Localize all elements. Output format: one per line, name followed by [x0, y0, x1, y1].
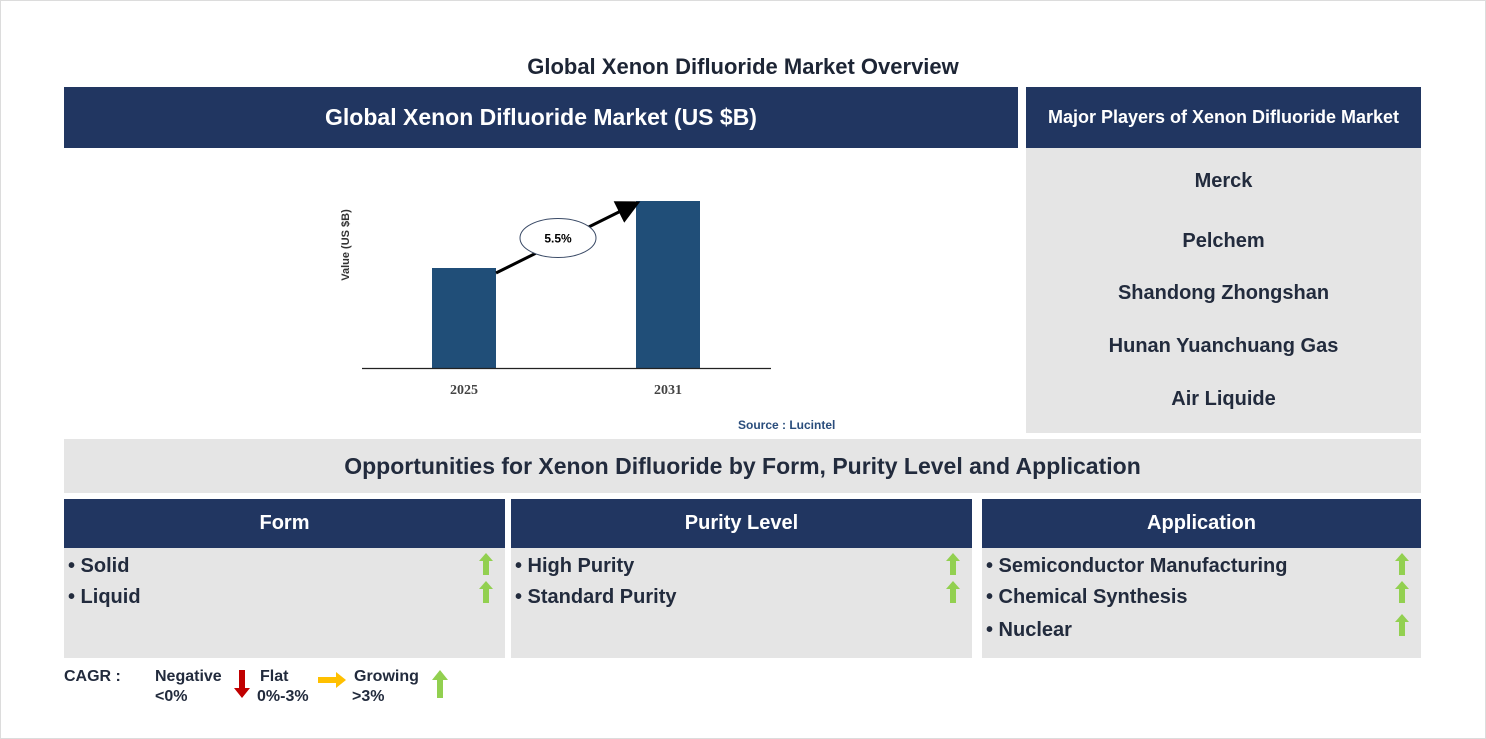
bar-2031	[636, 201, 700, 368]
segment-item: • Standard Purity	[515, 586, 677, 608]
players-list: Merck Pelchem Shandong Zhongshan Hunan Y…	[1026, 148, 1421, 433]
growing-arrow-icon	[1395, 553, 1409, 575]
player-item: Hunan Yuanchuang Gas	[1108, 335, 1339, 357]
cagr-ellipse	[519, 218, 597, 258]
segment-purity-level: Purity Level • High Purity • Standard Pu…	[511, 499, 972, 658]
segment-body: • High Purity • Standard Purity	[511, 548, 972, 658]
negative-arrow-icon	[234, 670, 250, 698]
segment-title: Application	[982, 499, 1421, 548]
segment-body: • Semiconductor Manufacturing • Chemical…	[982, 548, 1421, 658]
segment-item: • High Purity	[515, 555, 635, 577]
cagr-value: 5.5%	[544, 232, 572, 246]
player-item: Pelchem	[1182, 230, 1265, 252]
growing-arrow-icon	[946, 581, 960, 603]
segment-application: Application • Semiconductor Manufacturin…	[982, 499, 1421, 658]
legend-flat-range: 0%-3%	[257, 688, 309, 705]
market-chart-header: Global Xenon Difluoride Market (US $B)	[64, 87, 1018, 148]
x-tick-2031: 2031	[654, 383, 682, 398]
segment-item: • Nuclear	[986, 619, 1072, 641]
legend-label: CAGR :	[64, 668, 121, 685]
flat-arrow-icon	[318, 672, 346, 688]
player-item: Shandong Zhongshan	[1117, 282, 1330, 304]
segment-title: Purity Level	[511, 499, 972, 548]
legend-flat-title: Flat	[260, 668, 289, 685]
growing-arrow-icon	[479, 581, 493, 603]
segment-item: • Chemical Synthesis	[986, 586, 1188, 608]
segment-item: • Semiconductor Manufacturing	[986, 555, 1288, 577]
segment-form: Form • Solid • Liquid	[64, 499, 505, 658]
bar-2025	[432, 268, 496, 368]
opportunities-banner: Opportunities for Xenon Difluoride by Fo…	[64, 439, 1421, 493]
player-item: Merck	[1194, 170, 1253, 192]
legend-negative-range: <0%	[155, 688, 188, 705]
players-header: Major Players of Xenon Difluoride Market	[1026, 87, 1421, 148]
segment-item: • Solid	[68, 555, 130, 577]
page-title: Global Xenon Difluoride Market Overview	[527, 54, 959, 79]
x-tick-2025: 2025	[450, 383, 478, 398]
growing-arrow-icon	[946, 553, 960, 575]
market-bar-chart: 5.5% 2025 2031	[362, 201, 771, 398]
segment-title: Form	[64, 499, 505, 548]
growing-arrow-icon	[479, 553, 493, 575]
growing-arrow-icon	[432, 670, 448, 698]
segment-body: • Solid • Liquid	[64, 548, 505, 658]
source-label: Source : Lucintel	[738, 418, 836, 432]
segment-item: • Liquid	[68, 586, 141, 608]
player-item: Air Liquide	[1171, 388, 1276, 410]
growing-arrow-icon	[1395, 581, 1409, 603]
legend-negative-title: Negative	[155, 668, 222, 685]
growing-arrow-icon	[1395, 614, 1409, 636]
legend-growing-title: Growing	[354, 668, 419, 685]
legend-growing-range: >3%	[352, 688, 385, 705]
